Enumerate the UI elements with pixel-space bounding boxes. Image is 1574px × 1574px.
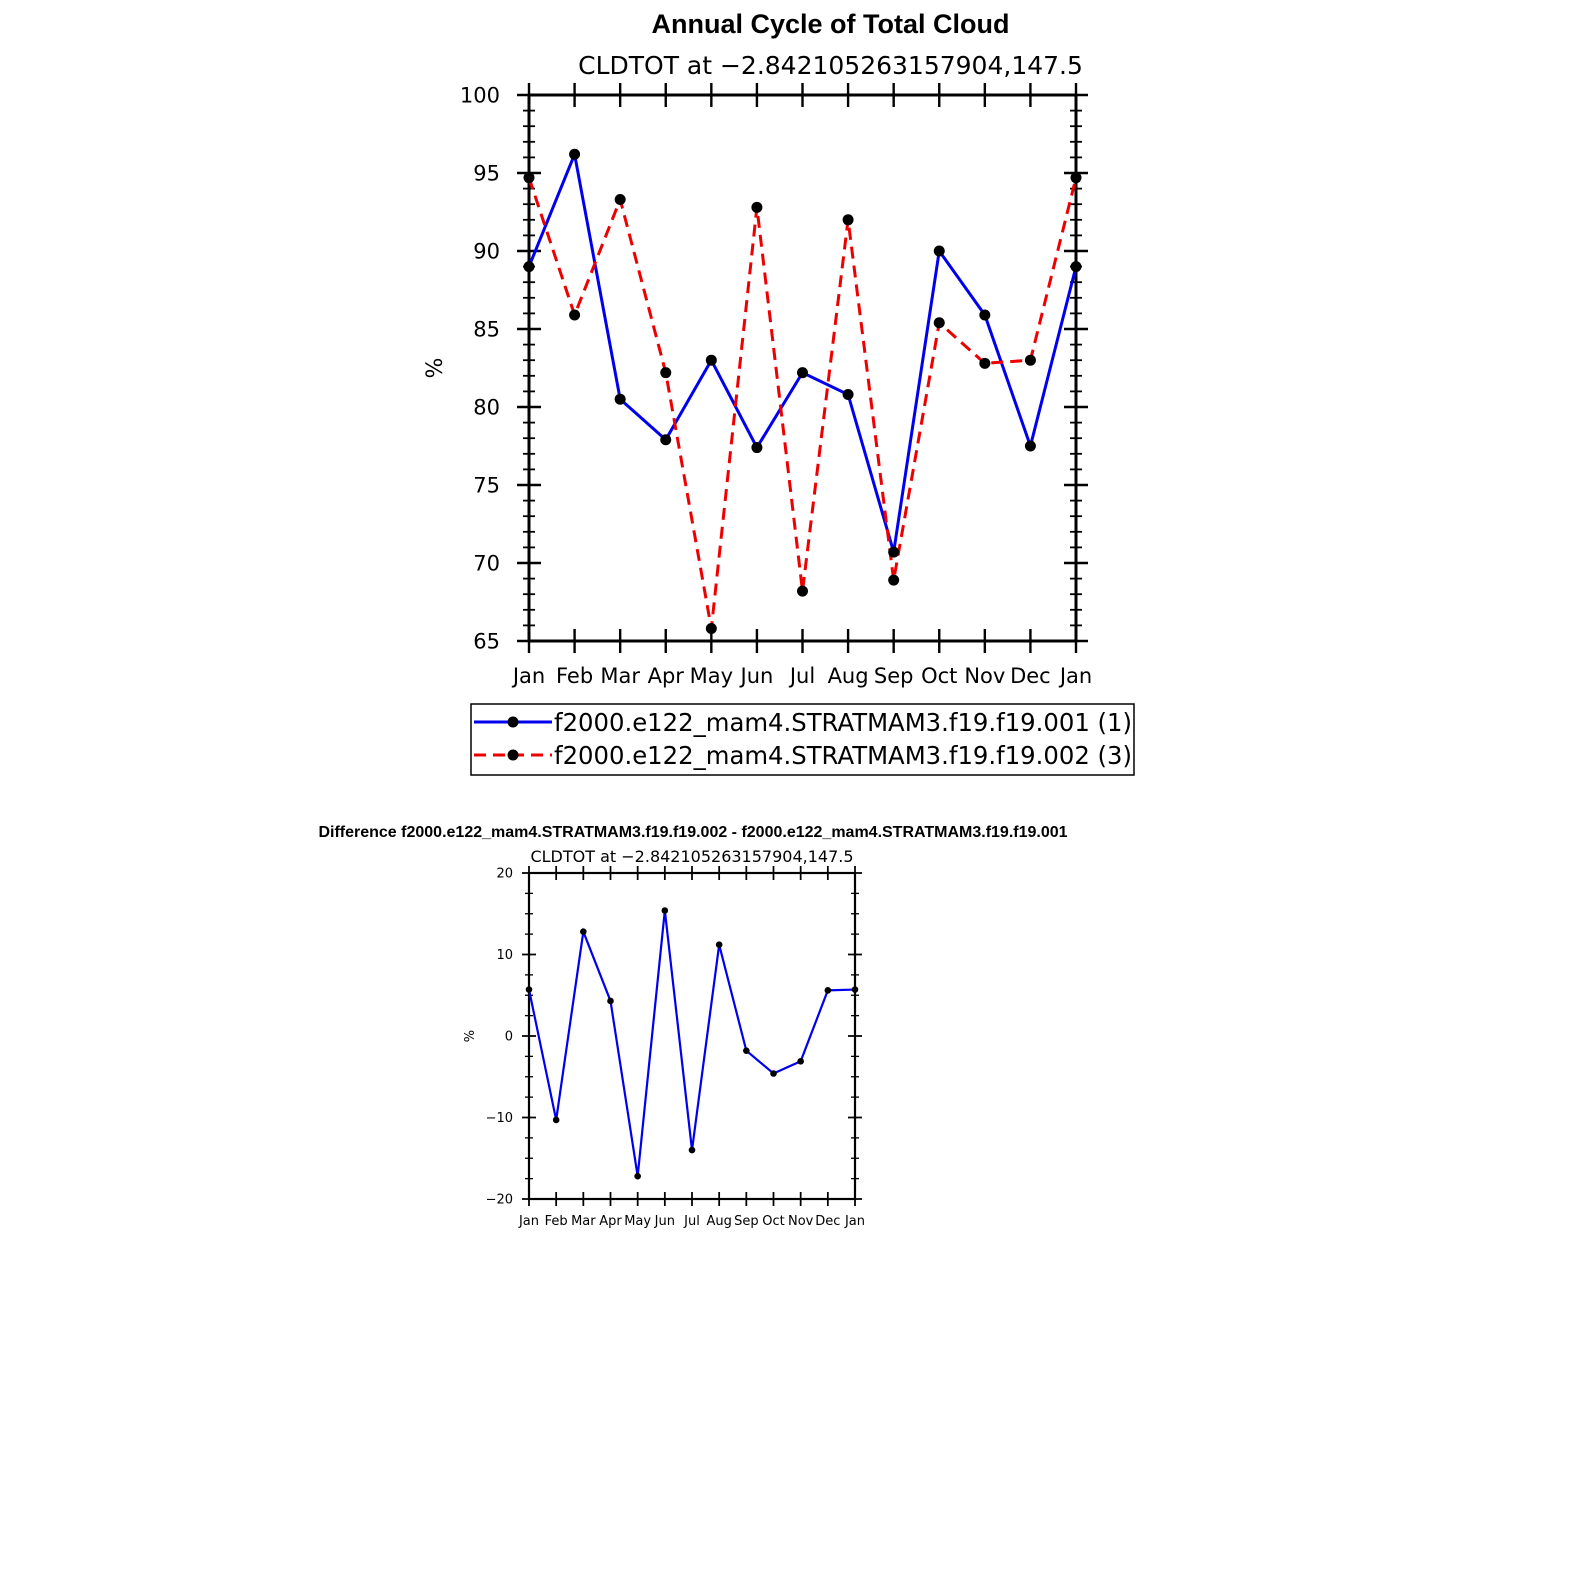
data-point-series-2 [614,194,626,206]
data-point-series-1 [688,1146,696,1154]
data-point-series-1 [743,1047,750,1054]
data-point-series-2 [797,585,808,597]
x-tick-label: Aug [828,664,869,688]
data-point-series-1 [580,928,587,935]
x-tick-label: Jul [683,1214,700,1229]
data-point-series-2 [1070,172,1082,184]
x-tick-label: Jul [788,664,815,688]
x-tick-label: Feb [545,1214,568,1229]
data-point-series-1 [824,987,832,994]
x-tick-label: Sep [734,1214,759,1229]
y-tick-label: 85 [473,318,500,342]
x-tick-label: Apr [599,1214,622,1229]
x-tick-label: Nov [788,1214,814,1229]
series-line-1 [527,148,1078,553]
x-tick-label: May [624,1214,651,1229]
data-point-series-1 [770,1070,777,1077]
legend-marker-1 [507,716,519,728]
x-tick-label: Mar [571,1214,596,1229]
x-tick-label: Feb [556,664,593,688]
chart-subtitle: CLDTOT at −2.842105263157904,147.5 [578,51,1083,80]
data-point-series-1 [851,986,859,993]
data-point-series-2 [979,357,991,369]
x-tick-label: Dec [815,1214,840,1229]
x-tick-label: Jun [739,664,774,688]
chart-1: Annual Cycle of Total Cloud CLDTOT at −2.… [423,9,1135,776]
legend-marker-2 [507,749,519,761]
y-tick-label: 75 [473,474,500,498]
x-tick-label: Sep [874,664,914,688]
series-line-2 [527,177,1078,629]
y-tick-label: −10 [486,1111,513,1126]
data-point-series-1 [525,986,533,993]
data-point-series-1 [888,546,900,558]
data-point-series-1 [1024,440,1036,452]
y-tick-label: 100 [460,84,500,108]
y-tick-label: 20 [496,867,513,882]
x-tick-label: Mar [600,664,640,688]
y-tick-label: −20 [486,1193,513,1208]
data-point-series-1 [523,261,535,273]
x-tick-label: Nov [964,664,1005,688]
x-tick-label: Jan [518,1214,539,1229]
legend-label-2: f2000.e122_mam4.STRATMAM3.f19.f19.002 (3… [554,741,1132,770]
y-tick-label: 10 [496,948,513,963]
data-point-series-1 [660,434,672,446]
data-point-series-1 [569,148,581,160]
data-point-series-2 [888,574,900,586]
x-tick-label: Jan [844,1214,865,1229]
x-tick-label: Oct [921,664,957,688]
data-point-series-1 [715,941,723,949]
y-tick-label: 80 [473,396,500,420]
y-tick-label: 70 [473,552,500,576]
data-point-series-1 [933,245,945,257]
legend: f2000.e122_mam4.STRATMAM3.f19.f19.001 (1… [470,703,1135,776]
series-line-1 [527,910,856,1177]
x-tick-label: Oct [762,1214,784,1229]
data-point-series-1 [607,997,614,1005]
x-tick-label: May [690,664,733,688]
chart-title: Difference f2000.e122_mam4.STRATMAM3.f19… [318,824,1067,841]
data-point-series-1 [979,309,991,321]
y-tick-label: 95 [473,162,500,186]
y-tick-label: 0 [505,1030,513,1045]
data-point-series-2 [842,214,854,226]
legend-label-1: f2000.e122_mam4.STRATMAM3.f19.f19.001 (1… [554,708,1132,737]
chart-title: Annual Cycle of Total Cloud [651,9,1009,39]
x-tick-label: Dec [1010,664,1051,688]
y-tick-label: 90 [473,240,500,264]
x-tick-label: Apr [648,664,685,688]
data-point-series-1 [705,354,717,366]
data-point-series-1 [797,367,808,379]
data-point-series-1 [751,442,763,454]
data-point-series-2 [933,317,945,329]
data-point-series-2 [1024,354,1036,366]
legend-box [470,703,1135,776]
data-point-series-1 [1070,261,1082,273]
data-point-series-1 [552,1116,560,1124]
data-point-series-2 [751,201,763,213]
data-point-series-2 [523,172,535,184]
data-point-series-1 [842,389,854,401]
y-axis-label: % [463,1030,478,1042]
data-point-series-1 [797,1057,804,1065]
data-point-series-1 [634,1172,641,1180]
x-tick-label: Jan [511,664,545,688]
data-point-series-1 [614,393,626,405]
data-point-series-2 [705,623,717,635]
chart-subtitle: CLDTOT at −2.842105263157904,147.5 [530,847,853,866]
data-point-series-2 [569,309,581,321]
data-point-series-2 [660,367,672,379]
chart-2: Difference f2000.e122_mam4.STRATMAM3.f19… [318,824,1067,1229]
y-tick-label: 65 [473,630,500,654]
x-tick-label: Aug [706,1214,731,1229]
y-axis-label: % [423,358,448,379]
x-tick-label: Jun [654,1214,675,1229]
x-tick-label: Jan [1058,664,1092,688]
data-point-series-1 [661,907,669,914]
